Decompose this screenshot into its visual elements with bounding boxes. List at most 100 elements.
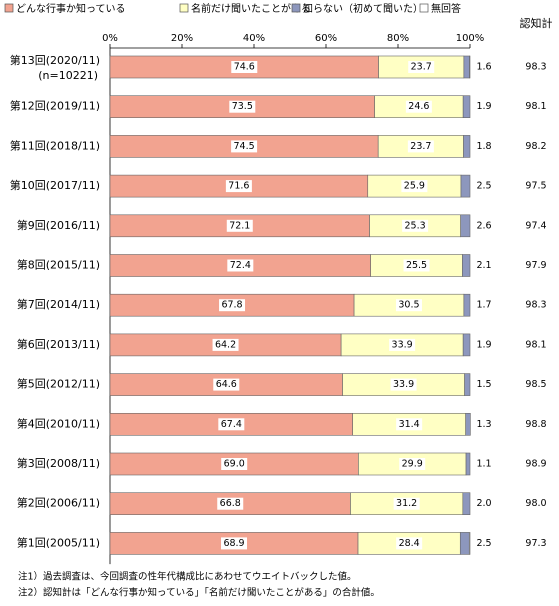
- bar-segment: [463, 135, 471, 158]
- label-bg: [217, 497, 244, 510]
- value-label: 1.1: [476, 459, 491, 470]
- total-label: 98.3: [525, 300, 546, 311]
- total-label: 97.3: [525, 538, 546, 549]
- value-label: 31.2: [396, 498, 417, 509]
- label-bg: [219, 299, 246, 312]
- label-bg: [408, 61, 435, 73]
- label-bg: [401, 180, 428, 193]
- legend-swatch: [179, 3, 189, 13]
- value-label: 2.5: [476, 181, 491, 192]
- total-label: 97.9: [525, 260, 546, 271]
- value-label: 1.8: [476, 141, 491, 152]
- x-tick-label: 40%: [243, 33, 265, 44]
- value-label: 67.8: [221, 300, 242, 311]
- value-label: 72.4: [230, 260, 251, 271]
- bar-segment: [462, 333, 471, 357]
- bar-segment: [462, 254, 471, 277]
- value-label: 71.6: [228, 181, 249, 192]
- total-label: 97.4: [525, 220, 546, 231]
- value-label: 23.7: [411, 62, 432, 73]
- category-label: 第9回(2016/11): [17, 218, 100, 232]
- label-bg: [403, 259, 430, 272]
- value-label: 68.9: [223, 538, 244, 549]
- label-bg: [221, 458, 248, 470]
- value-label: 64.2: [215, 339, 236, 350]
- category-label: 第10回(2017/11): [10, 178, 100, 192]
- category-label: 第5回(2012/11): [17, 377, 100, 391]
- bar-segment: [459, 532, 470, 555]
- legend-swatch: [291, 3, 301, 13]
- label-bg: [231, 61, 258, 73]
- value-label: 1.7: [476, 300, 491, 311]
- total-label: 98.1: [525, 339, 546, 350]
- label-bg: [407, 140, 434, 153]
- label-bg: [396, 537, 423, 550]
- label-bg: [212, 338, 239, 351]
- value-label: 30.5: [398, 300, 419, 311]
- value-label: 25.3: [405, 220, 426, 231]
- label-bg: [226, 219, 253, 232]
- label-bg: [221, 537, 248, 550]
- value-label: 33.9: [393, 379, 414, 390]
- total-label: 97.5: [525, 181, 546, 192]
- value-label: 74.6: [234, 62, 255, 73]
- legend-swatch: [4, 3, 14, 13]
- bar-segment: [464, 373, 471, 396]
- totals-header: 認知計: [520, 16, 553, 30]
- category-label: 第2回(2006/11): [17, 496, 100, 510]
- value-label: 1.6: [476, 62, 491, 73]
- bar-segment: [463, 293, 471, 317]
- value-label: 1.3: [476, 419, 491, 430]
- total-label: 98.8: [525, 419, 546, 430]
- category-label: 第6回(2013/11): [17, 337, 100, 351]
- legend-label: どんな行事か知っている: [16, 2, 126, 15]
- total-label: 98.9: [525, 459, 546, 470]
- label-bg: [395, 299, 422, 312]
- value-label: 25.9: [404, 181, 425, 192]
- x-tick-label: 80%: [387, 33, 409, 44]
- value-label: 28.4: [399, 538, 420, 549]
- value-label: 2.6: [476, 220, 491, 231]
- label-bg: [389, 338, 416, 351]
- label-bg: [393, 497, 420, 510]
- legend-label: 無回答: [431, 2, 461, 15]
- category-label: 第13回(2020/11): [10, 53, 100, 67]
- bar-segment: [460, 174, 471, 198]
- value-label: 2.0: [476, 498, 491, 509]
- category-label: 第3回(2008/11): [17, 456, 100, 470]
- category-label: 第8回(2015/11): [17, 258, 100, 272]
- value-label: 31.4: [399, 419, 420, 430]
- value-label: 73.5: [232, 101, 253, 112]
- value-label: 33.9: [392, 339, 413, 350]
- label-bg: [225, 180, 252, 193]
- value-label: 72.1: [229, 220, 250, 231]
- bar-segment: [465, 452, 471, 476]
- x-tick-label: 0%: [102, 33, 118, 44]
- category-label: 第7回(2014/11): [17, 297, 100, 311]
- total-label: 98.3: [525, 62, 546, 73]
- value-label: 64.6: [216, 379, 237, 390]
- label-bg: [405, 100, 432, 113]
- label-bg: [399, 458, 426, 470]
- label-bg: [229, 100, 256, 113]
- bar-segment: [465, 412, 471, 436]
- total-label: 98.0: [525, 498, 546, 509]
- label-bg: [390, 378, 417, 391]
- label-bg: [396, 418, 423, 431]
- sample-note: (n=10221): [38, 69, 98, 82]
- label-bg: [218, 418, 245, 431]
- bar-segment: [462, 492, 471, 516]
- value-label: 1.9: [476, 101, 491, 112]
- bar-segment: [468, 532, 471, 555]
- legend-swatch: [419, 3, 429, 13]
- value-label: 1.5: [476, 379, 491, 390]
- category-label: 第12回(2019/11): [10, 99, 100, 113]
- bar-segment: [462, 95, 471, 118]
- footnote: 注1）過去調査は、今回調査の性年代構成比にあわせてウエイトバックした値。: [18, 571, 357, 583]
- value-label: 23.7: [410, 141, 431, 152]
- total-label: 98.2: [525, 141, 546, 152]
- total-label: 98.1: [525, 101, 546, 112]
- footnote: 注2）認知計は「どんな行事か知っている」「名前だけ聞いたことがある」の合計値。: [18, 587, 380, 599]
- label-bg: [213, 378, 240, 391]
